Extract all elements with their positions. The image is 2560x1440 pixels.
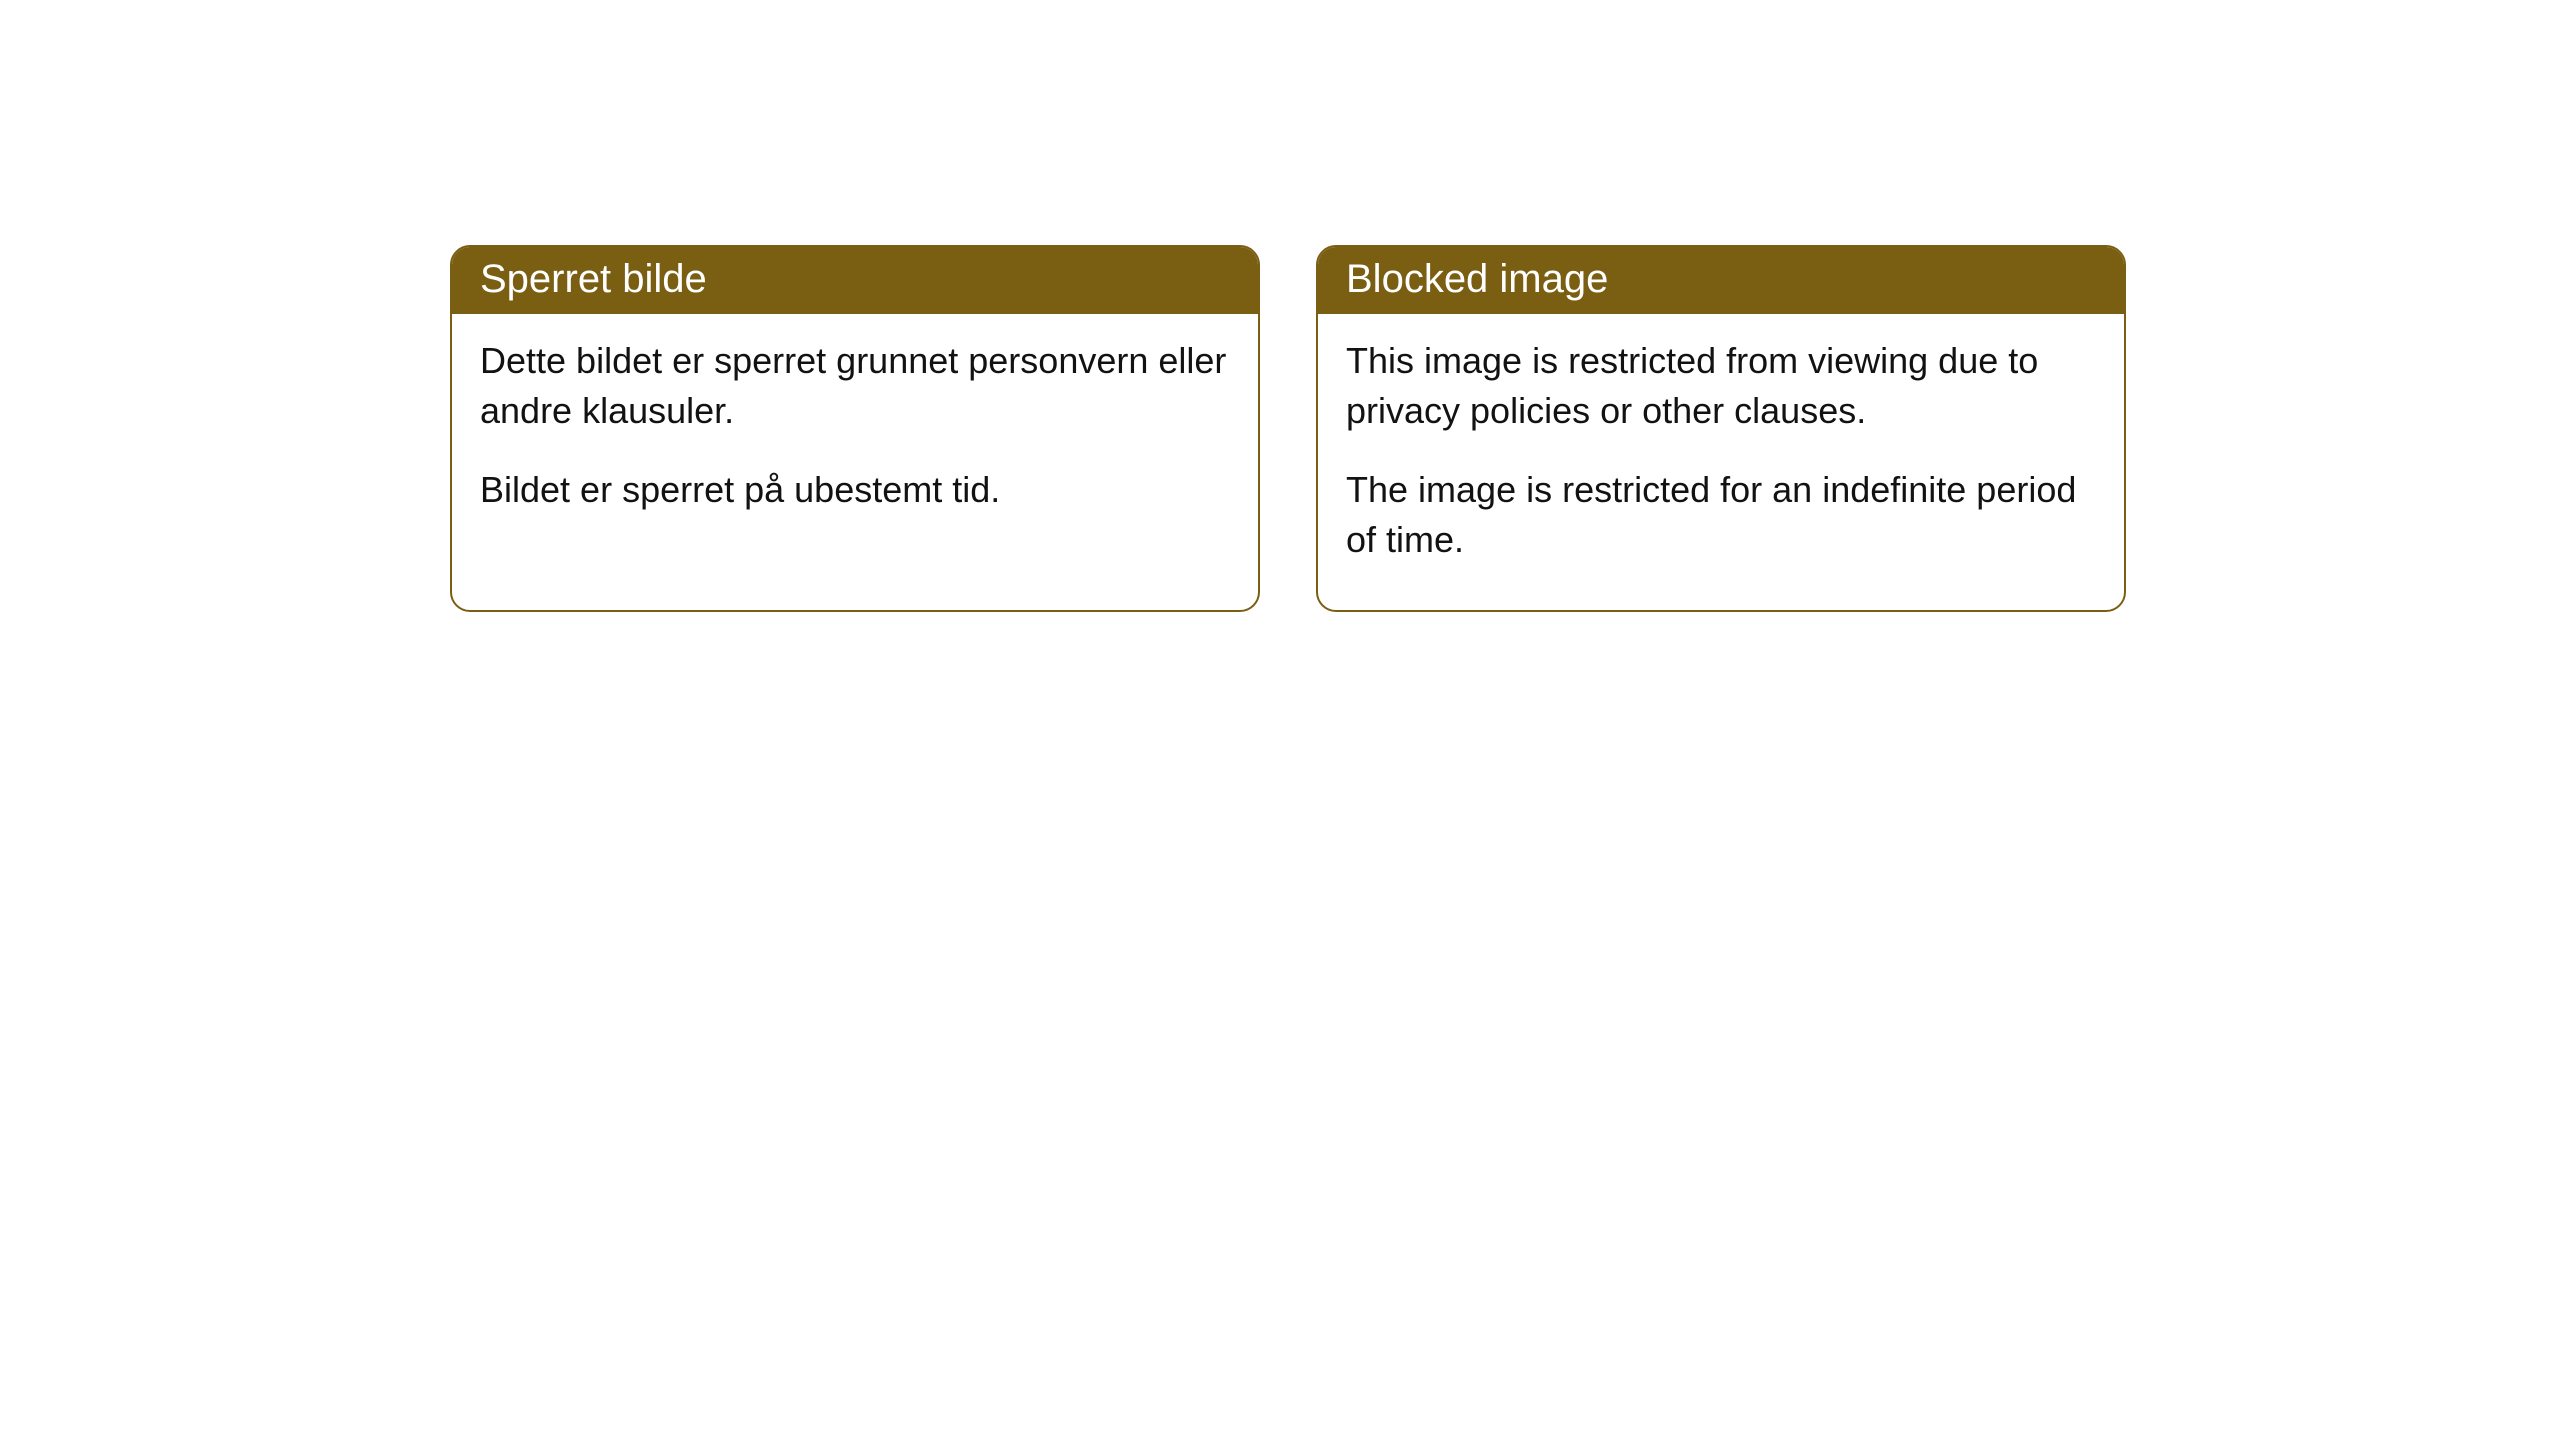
card-paragraph-1-en: This image is restricted from viewing du… bbox=[1346, 336, 2096, 437]
card-header-no: Sperret bilde bbox=[452, 247, 1258, 314]
card-paragraph-2-no: Bildet er sperret på ubestemt tid. bbox=[480, 465, 1230, 515]
card-header-en: Blocked image bbox=[1318, 247, 2124, 314]
card-body-no: Dette bildet er sperret grunnet personve… bbox=[452, 314, 1258, 559]
card-body-en: This image is restricted from viewing du… bbox=[1318, 314, 2124, 610]
blocked-image-card-no: Sperret bilde Dette bildet er sperret gr… bbox=[450, 245, 1260, 612]
blocked-image-card-en: Blocked image This image is restricted f… bbox=[1316, 245, 2126, 612]
card-paragraph-2-en: The image is restricted for an indefinit… bbox=[1346, 465, 2096, 566]
cards-container: Sperret bilde Dette bildet er sperret gr… bbox=[0, 0, 2560, 612]
card-paragraph-1-no: Dette bildet er sperret grunnet personve… bbox=[480, 336, 1230, 437]
